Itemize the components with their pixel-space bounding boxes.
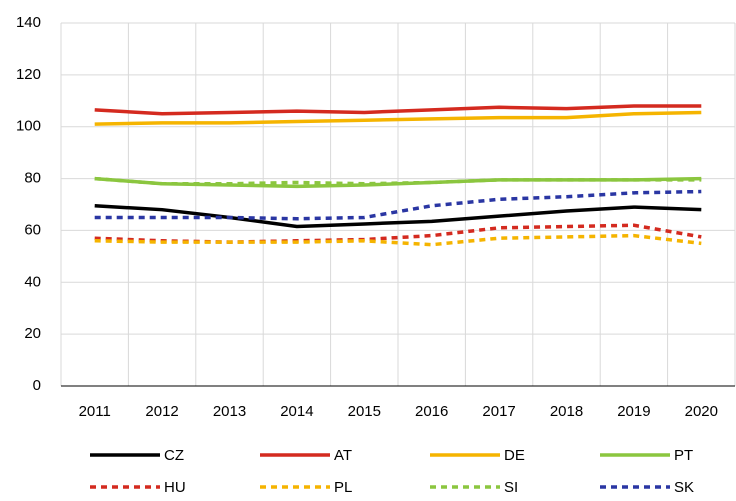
x-tick-label: 2011 xyxy=(79,403,111,420)
x-tick-label: 2014 xyxy=(280,403,313,420)
y-tick-label: 100 xyxy=(16,118,41,135)
series-line xyxy=(94,104,702,116)
x-tick-label: 2016 xyxy=(415,403,448,420)
series-line xyxy=(94,233,702,247)
y-tick-label: 140 xyxy=(16,14,41,31)
y-tick-label: 80 xyxy=(24,170,41,187)
y-tick-label: 0 xyxy=(33,377,41,394)
y-tick-label: 20 xyxy=(24,325,41,342)
y-tick-label: 60 xyxy=(24,221,41,238)
legend-label: SI xyxy=(504,479,518,496)
legend-label: PL xyxy=(334,479,352,496)
x-tick-label: 2019 xyxy=(617,403,650,420)
series-line xyxy=(94,110,702,126)
y-tick-label: 120 xyxy=(16,66,41,83)
x-tick-label: 2017 xyxy=(482,403,515,420)
x-tick-label: 2020 xyxy=(685,403,718,420)
legend-label: HU xyxy=(164,479,186,496)
series-line xyxy=(94,189,702,221)
legend-label: SK xyxy=(674,479,694,496)
y-tick-label: 40 xyxy=(24,273,41,290)
series-line xyxy=(94,176,702,186)
legend-label: PT xyxy=(674,447,693,464)
x-tick-label: 2018 xyxy=(550,403,583,420)
x-tick-label: 2013 xyxy=(213,403,246,420)
x-tick-label: 2012 xyxy=(145,403,178,420)
series-line xyxy=(94,204,702,229)
x-tick-label: 2015 xyxy=(348,403,381,420)
legend-label: AT xyxy=(334,447,352,464)
legend-label: CZ xyxy=(164,447,184,464)
legend-label: DE xyxy=(504,447,525,464)
